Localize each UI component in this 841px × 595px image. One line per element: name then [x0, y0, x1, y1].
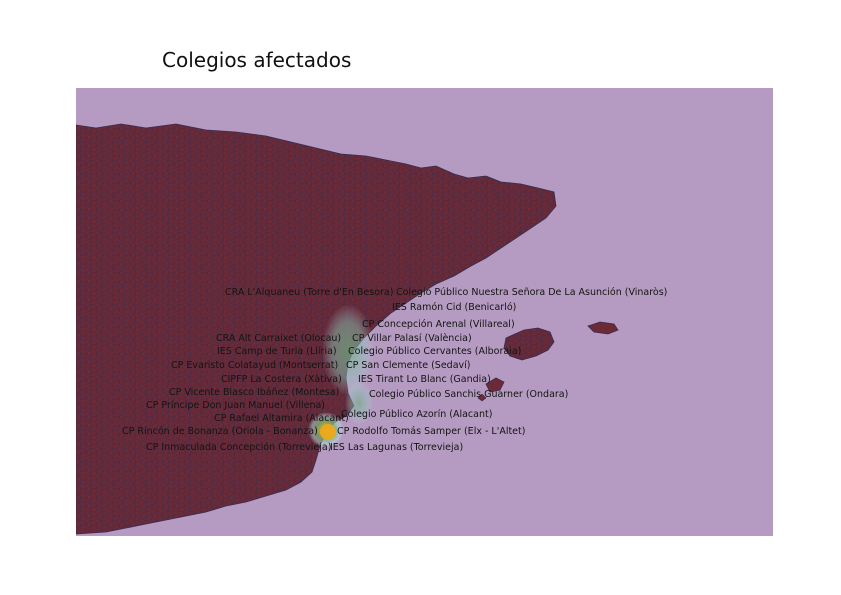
mainland — [76, 123, 557, 535]
school-label[interactable]: CP Rincón de Bonanza (Oriola - Bonanza) — [122, 426, 318, 437]
school-label[interactable]: CP Villar Palasí (València) — [352, 333, 472, 344]
school-label[interactable]: IES Las Lagunas (Torrevieja) — [330, 442, 464, 453]
school-label[interactable]: CIPFP La Costera (Xàtiva) — [221, 374, 342, 385]
school-label[interactable]: CP Vicente Blasco Ibáñez (Montesa) — [169, 387, 340, 398]
school-label[interactable]: IES Camp de Turia (Llíria) — [217, 346, 337, 357]
school-label[interactable]: CP Concepción Arenal (Villareal) — [362, 319, 515, 330]
heatmap-layer — [308, 304, 374, 448]
school-label[interactable]: Colegio Público Azorín (Alacant) — [341, 409, 493, 420]
school-label[interactable]: CRA Alt Carraixet (Olocau) — [216, 333, 342, 344]
page-title: Colegios afectados — [162, 48, 352, 72]
school-label[interactable]: Colegio Público Nuestra Señora De La Asu… — [396, 287, 668, 298]
school-label[interactable]: Colegio Público Sanchis Guarner (Ondara) — [369, 389, 569, 400]
school-label[interactable]: IES Ramón Cid (Benicarló) — [392, 302, 517, 313]
school-label[interactable]: CP San Clemente (Sedaví) — [346, 360, 471, 371]
school-label[interactable]: IES Tirant Lo Blanc (Gandia) — [358, 374, 491, 385]
balearic-islands — [477, 321, 619, 402]
school-label[interactable]: CP Evaristo Colatayud (Montserrat) — [171, 360, 339, 371]
school-label[interactable]: CP Rafael Altamira (Alacant) — [214, 413, 349, 424]
map-canvas[interactable]: CRA L'Alquaneu (Torre d'En Besora) Coleg… — [76, 88, 773, 536]
school-label[interactable]: CRA L'Alquaneu (Torre d'En Besora) — [225, 287, 394, 298]
school-label[interactable]: CP Inmaculada Concepción (Torrevieja) — [146, 442, 332, 453]
school-label[interactable]: CP Rodolfo Tomás Samper (Elx - L'Altet) — [337, 426, 526, 437]
school-label[interactable]: CP Príncipe Don Juan Manuel (Villena) — [146, 400, 325, 411]
school-label[interactable]: Colegio Público Cervantes (Alboraia) — [348, 346, 522, 357]
